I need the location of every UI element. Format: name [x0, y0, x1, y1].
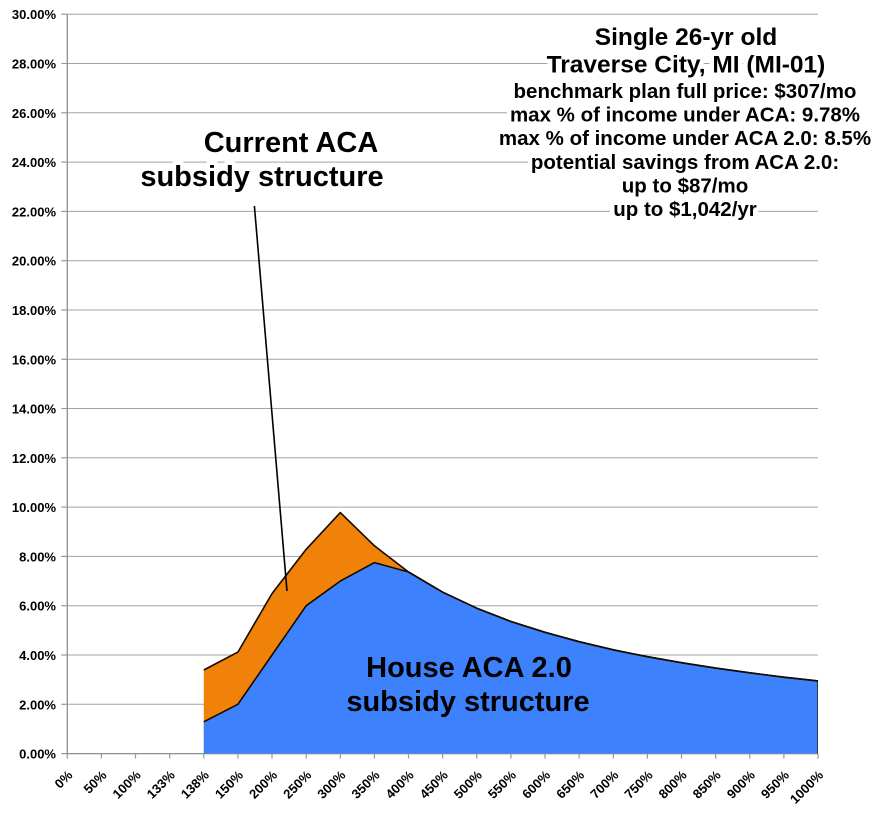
svg-text:up to $1,042/yr: up to $1,042/yr	[613, 198, 757, 221]
svg-text:Single 26-yr old: Single 26-yr old	[595, 24, 777, 51]
svg-text:0.00%: 0.00%	[19, 747, 56, 762]
svg-text:max % of income under ACA 2.0:: max % of income under ACA 2.0: 8.5%	[499, 127, 871, 150]
svg-text:4.00%: 4.00%	[19, 648, 56, 663]
svg-text:up to $87/mo: up to $87/mo	[622, 175, 748, 198]
svg-text:6.00%: 6.00%	[19, 599, 56, 614]
svg-text:benchmark plan full price: $30: benchmark plan full price: $307/mo	[514, 80, 857, 103]
svg-text:subsidy structure: subsidy structure	[346, 686, 589, 718]
svg-text:24.00%: 24.00%	[12, 155, 57, 170]
svg-text:8.00%: 8.00%	[19, 549, 56, 564]
svg-text:30.00%: 30.00%	[12, 7, 57, 22]
svg-text:10.00%: 10.00%	[12, 500, 57, 515]
svg-text:Traverse City, MI (MI-01): Traverse City, MI (MI-01)	[547, 52, 826, 79]
svg-text:14.00%: 14.00%	[12, 402, 57, 417]
svg-text:House ACA 2.0: House ACA 2.0	[366, 652, 572, 684]
svg-text:Current ACA: Current ACA	[204, 127, 379, 159]
svg-text:max % of income under ACA: 9.7: max % of income under ACA: 9.78%	[510, 104, 860, 127]
svg-text:potential savings from ACA 2.0: potential savings from ACA 2.0:	[531, 151, 839, 174]
svg-text:18.00%: 18.00%	[12, 303, 57, 318]
svg-text:20.00%: 20.00%	[12, 254, 57, 269]
svg-text:subsidy structure: subsidy structure	[140, 161, 383, 193]
svg-text:22.00%: 22.00%	[12, 204, 57, 219]
svg-text:26.00%: 26.00%	[12, 106, 57, 121]
svg-text:16.00%: 16.00%	[12, 352, 57, 367]
svg-text:28.00%: 28.00%	[12, 57, 57, 72]
svg-text:12.00%: 12.00%	[12, 451, 57, 466]
svg-text:2.00%: 2.00%	[19, 697, 56, 712]
